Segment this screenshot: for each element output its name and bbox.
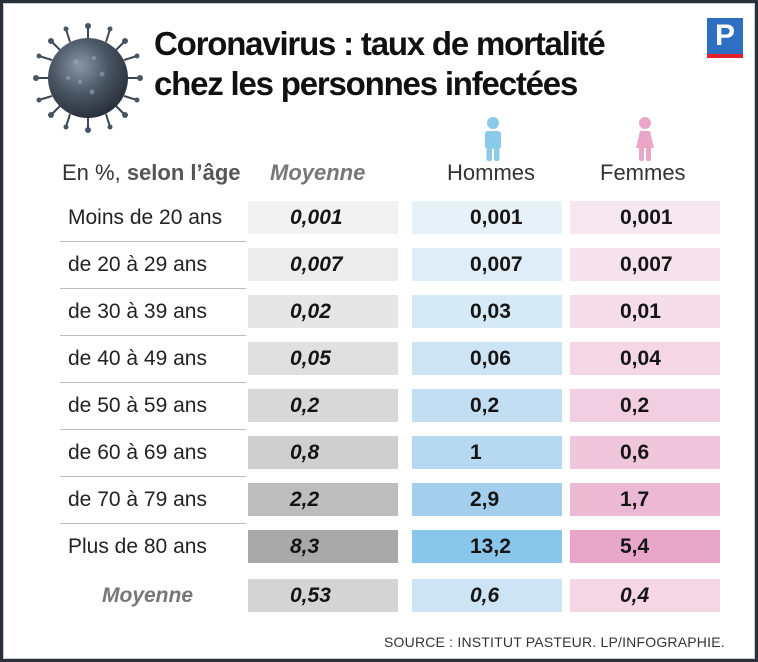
cell-women: 5,4	[570, 530, 720, 563]
total-men: 0,6	[412, 579, 562, 612]
row-divider	[60, 429, 246, 430]
publisher-logo: P	[707, 18, 743, 58]
header-age-bold: selon l’âge	[126, 160, 241, 185]
table-row: de 30 à 39 ans 0,02 0,03 0,01	[4, 288, 756, 335]
cell-women: 0,001	[570, 201, 720, 234]
title-line-1: Coronavirus : taux de mortalité	[154, 25, 606, 62]
cell-men: 0,007	[412, 248, 562, 281]
row-divider	[60, 241, 246, 242]
cell-men: 0,06	[412, 342, 562, 375]
cell-men: 0,001	[412, 201, 562, 234]
table-row: de 50 à 59 ans 0,2 0,2 0,2	[4, 382, 756, 429]
row-label: de 70 à 79 ans	[68, 488, 207, 511]
table-row: de 40 à 49 ans 0,05 0,06 0,04	[4, 335, 756, 382]
table-row: Moins de 20 ans 0,001 0,001 0,001	[4, 194, 756, 241]
header-age: En %, selon l’âge	[62, 160, 241, 186]
row-divider	[60, 288, 246, 289]
cell-women: 0,01	[570, 295, 720, 328]
source-note: SOURCE : INSTITUT PASTEUR. LP/INFOGRAPHI…	[384, 634, 725, 650]
row-label: de 30 à 39 ans	[68, 300, 207, 323]
cell-men: 0,2	[412, 389, 562, 422]
cell-avg: 0,02	[248, 295, 398, 328]
coronavirus-icon	[33, 23, 143, 133]
total-label: Moyenne	[102, 584, 194, 607]
total-avg: 0,53	[248, 579, 398, 612]
header-average: Moyenne	[270, 160, 366, 185]
header-age-prefix: En %,	[62, 160, 127, 185]
table-row: Plus de 80 ans 8,3 13,2 5,4	[4, 523, 756, 570]
total-row: Moyenne 0,53 0,6 0,4	[4, 572, 756, 619]
cell-women: 0,2	[570, 389, 720, 422]
row-divider	[60, 523, 246, 524]
row-label: de 40 à 49 ans	[68, 347, 207, 370]
title-line-2: chez les personnes infectées	[154, 65, 578, 102]
row-divider	[60, 382, 246, 383]
cell-avg: 0,8	[248, 436, 398, 469]
row-label: Plus de 80 ans	[68, 535, 207, 558]
total-women: 0,4	[570, 579, 720, 612]
cell-avg: 0,05	[248, 342, 398, 375]
row-divider	[60, 335, 246, 336]
male-person-icon	[485, 117, 501, 161]
cell-avg: 0,2	[248, 389, 398, 422]
cell-men: 2,9	[412, 483, 562, 516]
infographic: Coronavirus : taux de mortalité chez les…	[3, 3, 755, 659]
cell-men: 13,2	[412, 530, 562, 563]
table-row: de 20 à 29 ans 0,007 0,007 0,007	[4, 241, 756, 288]
cell-men: 0,03	[412, 295, 562, 328]
cell-women: 1,7	[570, 483, 720, 516]
cell-men: 1	[412, 436, 562, 469]
cell-avg: 8,3	[248, 530, 398, 563]
row-label: de 50 à 59 ans	[68, 394, 207, 417]
cell-avg: 0,007	[248, 248, 398, 281]
cell-avg: 0,001	[248, 201, 398, 234]
cell-women: 0,007	[570, 248, 720, 281]
row-label: de 60 à 69 ans	[68, 441, 207, 464]
table-row: de 70 à 79 ans 2,2 2,9 1,7	[4, 476, 756, 523]
header-men: Hommes	[447, 160, 536, 185]
cell-women: 0,6	[570, 436, 720, 469]
table-row: de 60 à 69 ans 0,8 1 0,6	[4, 429, 756, 476]
header-women: Femmes	[600, 160, 686, 185]
row-divider	[60, 476, 246, 477]
row-label: Moins de 20 ans	[68, 206, 223, 229]
row-label: de 20 à 29 ans	[68, 253, 207, 276]
cell-avg: 2,2	[248, 483, 398, 516]
female-person-icon	[636, 117, 654, 161]
chart-title: Coronavirus : taux de mortalité chez les…	[154, 24, 674, 104]
cell-women: 0,04	[570, 342, 720, 375]
